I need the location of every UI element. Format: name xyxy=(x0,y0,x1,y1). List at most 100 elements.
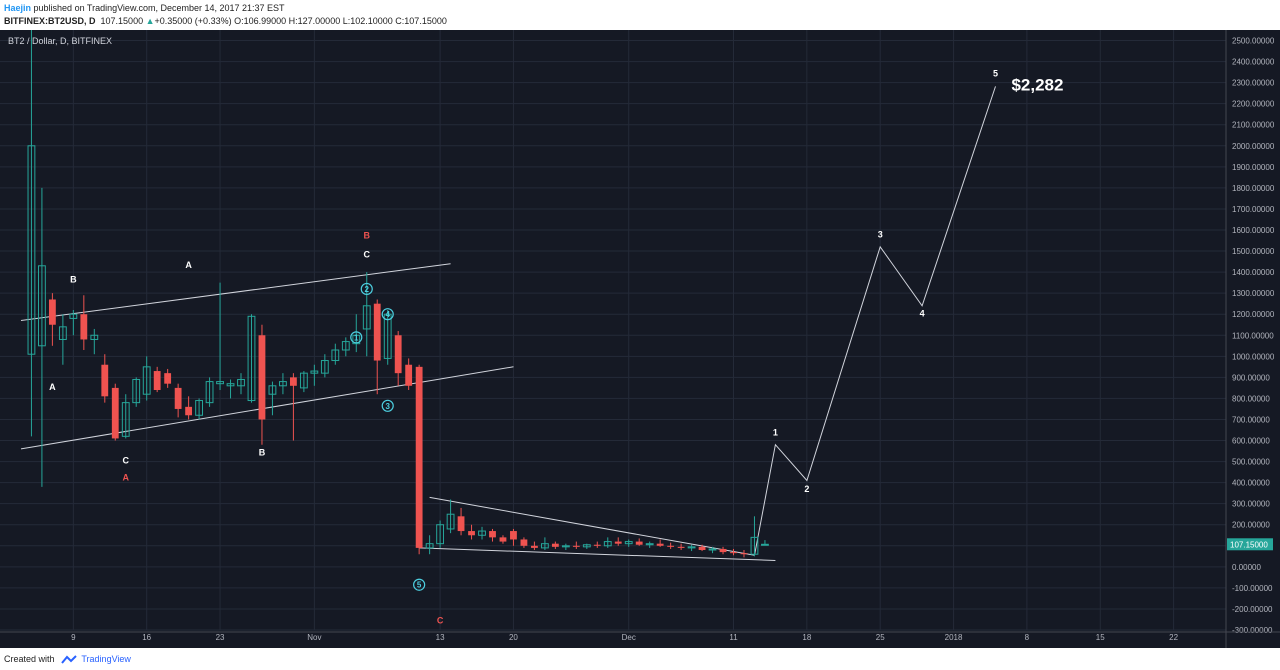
date-tick-label: Dec xyxy=(622,633,636,642)
wave-label: 2 xyxy=(804,484,809,494)
candle xyxy=(708,546,717,554)
ohlc-open: O:106.99000 xyxy=(234,16,287,26)
price-tick-label: 2300.00000 xyxy=(1232,79,1275,88)
tradingview-brand[interactable]: TradingView xyxy=(81,654,131,664)
candle xyxy=(730,548,737,556)
candle-body xyxy=(593,544,601,546)
candle-body xyxy=(489,531,496,538)
footer-bar: Created with TradingView xyxy=(0,648,1280,670)
candle xyxy=(740,550,748,558)
candle xyxy=(656,539,664,547)
candle-body xyxy=(624,541,633,545)
price-tick-label: 1800.00000 xyxy=(1232,184,1275,193)
candle-body xyxy=(478,530,486,536)
candle xyxy=(279,373,287,395)
candle-body xyxy=(425,543,434,549)
candle xyxy=(299,371,308,393)
ohlc-close: C:107.15000 xyxy=(395,16,447,26)
candle-body xyxy=(383,313,392,359)
date-tick-label: 18 xyxy=(802,633,811,642)
ohlc-low: L:102.10000 xyxy=(342,16,393,26)
candle-body xyxy=(90,334,99,340)
candle-body xyxy=(279,381,287,387)
wave-label: 3 xyxy=(878,229,883,239)
date-tick-label: 25 xyxy=(876,633,885,642)
circled-wave-label: 1 xyxy=(354,333,359,342)
candle-body xyxy=(635,541,643,545)
candle xyxy=(48,293,56,346)
candle-body xyxy=(750,536,759,555)
date-tick-label: 16 xyxy=(142,633,151,642)
candle xyxy=(80,295,88,350)
candle-body xyxy=(761,543,769,546)
candle-body xyxy=(268,385,277,395)
price-tick-label: 700.00000 xyxy=(1232,415,1270,424)
candle-body xyxy=(603,541,612,547)
price-tick-label: 2100.00000 xyxy=(1232,121,1275,130)
candle-body xyxy=(142,366,151,395)
candle-body xyxy=(740,553,748,555)
candle-body xyxy=(132,378,141,404)
candle-body xyxy=(352,334,361,345)
trendline xyxy=(20,263,451,321)
circled-wave-label: 4 xyxy=(385,310,390,319)
candle xyxy=(132,377,141,407)
candle-body xyxy=(226,383,235,387)
candle xyxy=(572,541,580,549)
price-tick-label: 2400.00000 xyxy=(1232,58,1275,67)
candle xyxy=(446,499,455,534)
price-axis: 2500.00000 2400.00000 2300.00000 2200.00000… xyxy=(1225,30,1275,648)
candle-body xyxy=(394,335,402,374)
candle-body xyxy=(164,373,172,384)
author-name[interactable]: Haejin xyxy=(4,3,32,13)
price-tick-label: -200.00000 xyxy=(1232,605,1273,614)
candle xyxy=(761,540,769,546)
candle xyxy=(153,366,161,393)
candle-body xyxy=(468,531,475,536)
candle-body xyxy=(572,545,580,547)
candle xyxy=(164,368,172,388)
wave-circle xyxy=(350,331,363,344)
price-target-label: $2,282 xyxy=(1011,75,1063,94)
candle-body xyxy=(520,539,528,546)
candle xyxy=(216,282,224,390)
candle-body xyxy=(80,314,88,340)
trendline xyxy=(419,547,776,561)
candle xyxy=(142,356,151,401)
candle xyxy=(310,364,319,386)
candle xyxy=(58,314,67,365)
candle-body xyxy=(698,546,706,550)
price-tick-label: 600.00000 xyxy=(1232,437,1270,446)
candle xyxy=(121,394,130,439)
grid xyxy=(0,30,1226,631)
price-tick-label: 1900.00000 xyxy=(1232,163,1275,172)
circled-wave-label: 3 xyxy=(385,402,390,411)
candle-body xyxy=(719,548,727,553)
chart-area[interactable]: B A C A A B B C C 1 2 3 4 5 1 2 3 4 5 $2,282 2500.00000 2400… xyxy=(0,30,1280,648)
candle xyxy=(687,544,696,552)
candle xyxy=(289,373,297,441)
candle xyxy=(645,541,654,548)
candle-body xyxy=(174,387,182,409)
candle-body xyxy=(185,406,193,416)
price-tick-label: 500.00000 xyxy=(1232,458,1270,467)
candles xyxy=(27,30,769,558)
candle-body xyxy=(205,381,214,404)
candle-body xyxy=(405,364,413,386)
price-tick-label: -300.00000 xyxy=(1232,626,1273,635)
time-axis: 9 16 23 Nov 13 20 Dec 11 18 25 2018 8 15 22 xyxy=(0,631,1280,642)
date-tick-label: 15 xyxy=(1096,633,1105,642)
candle xyxy=(415,364,423,555)
candle xyxy=(677,543,685,550)
candle-body xyxy=(258,335,266,420)
price-tick-label: 900.00000 xyxy=(1232,373,1270,382)
price-tick-label: 1100.00000 xyxy=(1232,331,1274,340)
date-tick-label: 13 xyxy=(436,633,445,642)
circled-wave-label: 2 xyxy=(365,285,370,294)
candle-body xyxy=(457,516,465,532)
wave-label: B xyxy=(364,230,371,240)
candle-body xyxy=(58,326,67,340)
candle xyxy=(185,396,193,420)
